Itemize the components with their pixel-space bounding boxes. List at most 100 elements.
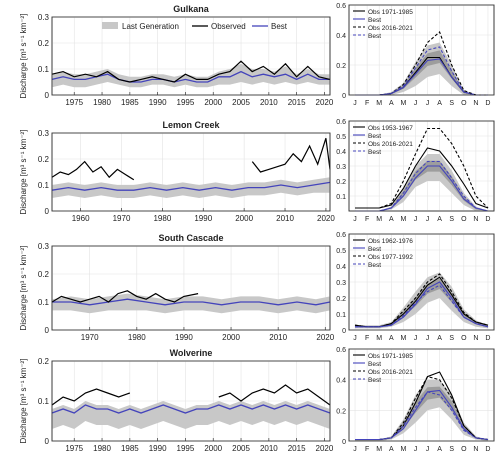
legend-label: Obs 1953-1967	[368, 125, 413, 132]
axes-border	[51, 132, 331, 212]
legend-label: Observed	[211, 22, 246, 31]
x-tick-label: 2010	[260, 444, 278, 453]
y-tick-label: 0.6	[336, 347, 346, 354]
y-tick-label: 0.4	[336, 378, 346, 385]
y-tick-label: 0.1	[38, 298, 50, 307]
panel-title: Wolverine	[170, 348, 213, 358]
y-axis-label: Discharge [m³ s⁻¹ km⁻²]	[19, 130, 28, 215]
observed-line	[51, 388, 131, 406]
best-line	[52, 298, 331, 306]
x-tick-label: 2010	[269, 333, 287, 342]
month-tick-label: N	[473, 335, 478, 342]
x-tick-label: 1990	[194, 214, 212, 223]
y-tick-label: 0	[45, 91, 50, 100]
legend: Last Generation Observed Best	[102, 22, 288, 31]
observed-line	[218, 384, 331, 406]
x-tick-label: 2015	[288, 98, 306, 107]
legend-swatch-band	[102, 22, 118, 29]
axes-border	[348, 233, 495, 331]
month-tick-label: A	[389, 446, 394, 453]
x-tick-label: 2000	[222, 333, 240, 342]
x-tick-label: 2015	[288, 444, 306, 453]
axes-border	[348, 348, 495, 442]
x-tick-label: 1975	[65, 98, 83, 107]
legend-label: Best	[368, 33, 381, 40]
x-tick-label: 2000	[204, 444, 222, 453]
y-tick-label: 0.3	[38, 129, 50, 138]
month-tick-label: J	[414, 335, 418, 342]
axes-border	[348, 120, 495, 212]
axes-border	[348, 4, 495, 96]
y-tick-label: 0.1	[38, 65, 50, 74]
y-axis-label: Discharge [m³ s⁻¹ km⁻²]	[19, 14, 28, 99]
month-tick-label: J	[414, 100, 418, 107]
legend-label: Best	[368, 262, 381, 269]
legend-label: Obs 1971-1985	[368, 353, 413, 360]
month-tick-label: A	[437, 100, 442, 107]
monthly-band	[355, 379, 488, 441]
month-tick-label: M	[376, 100, 382, 107]
month-tick-label: A	[389, 335, 394, 342]
legend-label: Obs 1971-1985	[368, 9, 413, 16]
month-tick-label: D	[485, 446, 490, 453]
y-axis-label: Discharge [m³ s⁻¹ km⁻²]	[19, 246, 28, 331]
legend-label: Obs 2016-2021	[368, 369, 413, 376]
legend-label: Last Generation	[122, 22, 179, 31]
month-tick-label: F	[365, 216, 369, 223]
y-tick-label: 0.3	[336, 280, 346, 287]
month-tick-label: F	[365, 100, 369, 107]
x-tick-label: 1985	[121, 444, 139, 453]
y-tick-label: 0.2	[38, 270, 50, 279]
monthly-series-line	[355, 391, 489, 441]
x-tick-label: 2000	[204, 98, 222, 107]
month-tick-label: J	[353, 216, 357, 223]
y-tick-label: 0	[342, 328, 346, 335]
annual-axes-2: 1970 1980 1990 2000 2010 2020 0 0.1 0.2 0.3 South …	[19, 233, 335, 342]
x-tick-label: 1985	[121, 98, 139, 107]
y-tick-label: 0.1	[336, 194, 346, 201]
month-tick-label: J	[353, 100, 357, 107]
month-tick-label: D	[485, 100, 490, 107]
y-tick-label: 0.6	[336, 232, 346, 239]
x-tick-label: 2005	[232, 98, 250, 107]
y-tick-label: 0.2	[336, 408, 346, 415]
month-tick-label: A	[437, 335, 442, 342]
x-tick-label: 1970	[81, 333, 99, 342]
last-generation-band	[52, 293, 330, 314]
month-tick-label: M	[400, 335, 406, 342]
month-tick-label: O	[461, 335, 467, 342]
best-line	[51, 404, 331, 414]
y-tick-label: 0.6	[336, 119, 346, 126]
month-tick-label: O	[461, 216, 467, 223]
x-tick-label: 1980	[128, 333, 146, 342]
y-tick-label: 0.2	[38, 39, 50, 48]
legend-label: Best	[368, 17, 381, 24]
y-tick-label: 0.3	[38, 13, 50, 22]
y-tick-label: 0.1	[38, 181, 50, 190]
month-tick-label: J	[353, 446, 357, 453]
x-tick-label: 1960	[72, 214, 90, 223]
panel-title: Gulkana	[173, 4, 210, 14]
x-tick-label: 1980	[153, 214, 171, 223]
month-tick-label: O	[461, 100, 467, 107]
x-tick-label: 1995	[177, 444, 195, 453]
annual-axes-3: 1975 1980 1985 1990 1995 2000 2005 2010 2015 2020…	[19, 348, 334, 453]
x-tick-label: 2000	[235, 214, 253, 223]
observed-line	[51, 160, 135, 181]
x-tick-label: 1990	[149, 444, 167, 453]
month-tick-label: F	[365, 335, 369, 342]
y-tick-label: 0.1	[38, 397, 50, 406]
legend-label: Best	[271, 22, 288, 31]
legend-label: Obs 2016-2021	[368, 141, 413, 148]
monthly-band	[355, 154, 488, 211]
month-tick-label: J	[426, 446, 430, 453]
legend-label: Obs 1977-1992	[368, 254, 413, 261]
legend-label: Best	[368, 133, 381, 140]
month-tick-label: A	[389, 216, 394, 223]
x-tick-label: 2010	[260, 98, 278, 107]
monthly-band-inner	[355, 386, 488, 441]
